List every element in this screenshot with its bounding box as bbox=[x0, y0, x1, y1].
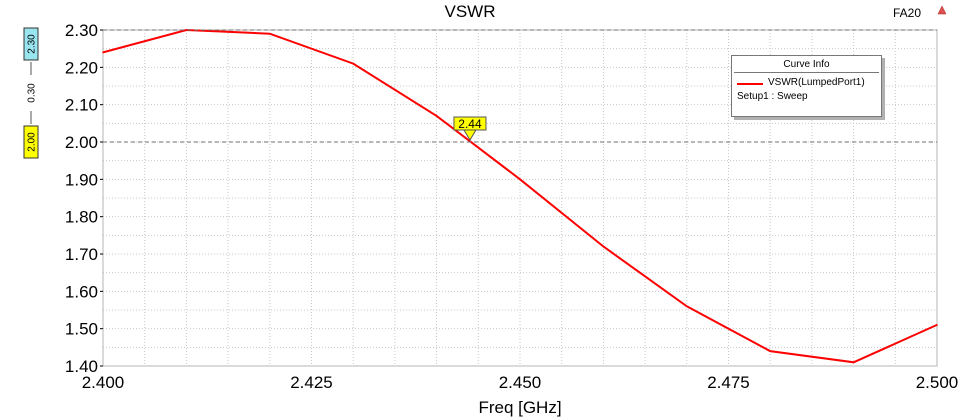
warning-icon bbox=[937, 5, 947, 15]
y-tick-label: 2.00 bbox=[65, 133, 98, 152]
delta-readout: 0.30 bbox=[27, 83, 38, 103]
chart-title: VSWR bbox=[445, 2, 496, 21]
x-tick-label: 2.500 bbox=[916, 373, 959, 392]
x-axis-label: Freq [GHz] bbox=[478, 398, 561, 417]
x-tick-label: 2.425 bbox=[290, 373, 333, 392]
data-point bbox=[185, 29, 188, 31]
data-point bbox=[435, 115, 438, 117]
data-point bbox=[269, 32, 271, 35]
y-tick-label: 1.70 bbox=[65, 245, 98, 264]
data-point bbox=[769, 350, 771, 352]
x-tick-label: 2.475 bbox=[707, 373, 750, 392]
grid-layer bbox=[103, 30, 937, 366]
marker-layer: 2.30 2.00 0.30 2.44 bbox=[23, 27, 937, 159]
data-point bbox=[102, 51, 104, 54]
legend-series-label: VSWR(LumpedPort1) bbox=[768, 77, 865, 88]
y-cursor-top-badge-text: 2.30 bbox=[27, 34, 38, 54]
marker-pointer bbox=[463, 129, 477, 141]
data-point bbox=[936, 324, 938, 326]
series-layer bbox=[102, 28, 938, 364]
y-tick-label: 2.10 bbox=[65, 96, 98, 115]
y-tick-label: 2.30 bbox=[65, 21, 98, 40]
marker-flag-text: 2.44 bbox=[458, 117, 482, 131]
data-point bbox=[519, 178, 521, 181]
y-tick-label: 1.80 bbox=[65, 208, 98, 227]
y-tick-label: 2.20 bbox=[65, 58, 98, 77]
y-tick-label: 1.90 bbox=[65, 170, 98, 189]
label-layer: 1.40 1.50 1.60 1.70 1.80 1.90 2.00 2.10 2.20 2.30… bbox=[65, 2, 958, 417]
chart-id-label: FA20 bbox=[893, 6, 921, 20]
legend-title: Curve Info bbox=[783, 59, 830, 70]
y-tick-label: 1.50 bbox=[65, 320, 98, 339]
data-point bbox=[686, 305, 688, 308]
y-cursor-bottom-badge-bg bbox=[23, 125, 39, 159]
y-cursor-bottom-badge-text: 2.00 bbox=[27, 132, 38, 152]
y-cursor-top-badge[interactable]: 2.30 bbox=[23, 27, 39, 61]
x-tick-label: 2.400 bbox=[82, 373, 125, 392]
data-point bbox=[602, 245, 605, 248]
y-tick-label: 1.40 bbox=[65, 357, 98, 376]
legend-setup-label: Setup1 : Sweep bbox=[737, 91, 808, 102]
y-cursor-bottom-badge[interactable]: 2.00 bbox=[23, 125, 39, 159]
y-tick-label: 1.60 bbox=[65, 282, 98, 301]
curve-info-legend[interactable]: Curve Info VSWR(LumpedPort1) Setup1 : Sw… bbox=[731, 55, 882, 117]
data-point bbox=[852, 361, 855, 364]
x-tick-label: 2.450 bbox=[499, 373, 542, 392]
y-cursor-top-badge-bg bbox=[23, 27, 39, 61]
legend-swatch-line bbox=[737, 83, 763, 85]
data-point bbox=[352, 62, 355, 65]
x-marker-flag[interactable]: 2.44 bbox=[453, 116, 487, 141]
legend-divider bbox=[734, 72, 879, 73]
